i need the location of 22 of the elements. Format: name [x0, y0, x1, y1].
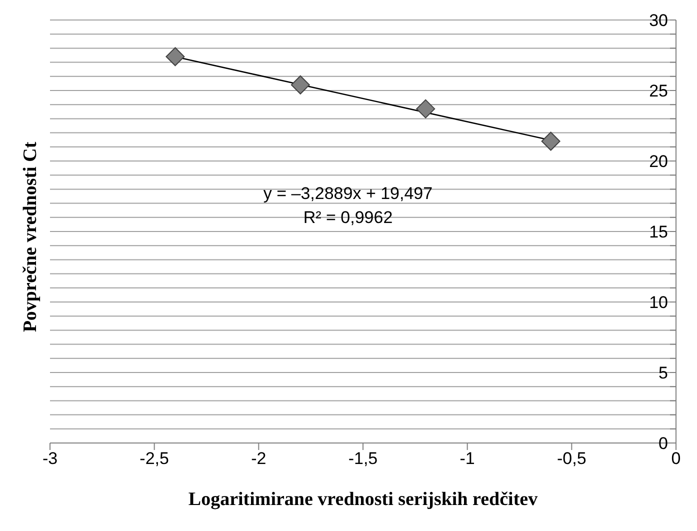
y-tick-label: 5: [658, 364, 668, 383]
y-tick-label: 15: [649, 222, 668, 242]
y-tick-label: 20: [649, 152, 668, 172]
y-tick-label: 10: [649, 293, 668, 312]
x-axis-title: Logaritimirane vrednosti serijskih redčitev: [188, 489, 538, 510]
y-tick-label: 25: [649, 82, 668, 101]
y-axis-title: Povprečne vrednosti Ct: [20, 141, 42, 332]
point: [290, 75, 310, 94]
x-tick-label: -2,5: [140, 449, 169, 468]
x-tick-label: -3: [42, 449, 58, 468]
x-tick-label: 0: [671, 449, 681, 468]
annotation: y = –3,2889x + 19,497: [262, 184, 434, 204]
y-tick-label: 0: [658, 434, 668, 454]
point: [166, 47, 185, 66]
x-tick-label: -0,5: [557, 449, 586, 468]
point: [541, 132, 560, 151]
y-tick-label: 30: [649, 11, 668, 30]
x-tick-label: -2: [251, 449, 266, 468]
x-tick-label: -1,5: [348, 449, 378, 468]
x-tick-label: -1: [460, 449, 475, 468]
annotation: R² = 0,9962: [302, 208, 394, 228]
point: [416, 99, 436, 118]
